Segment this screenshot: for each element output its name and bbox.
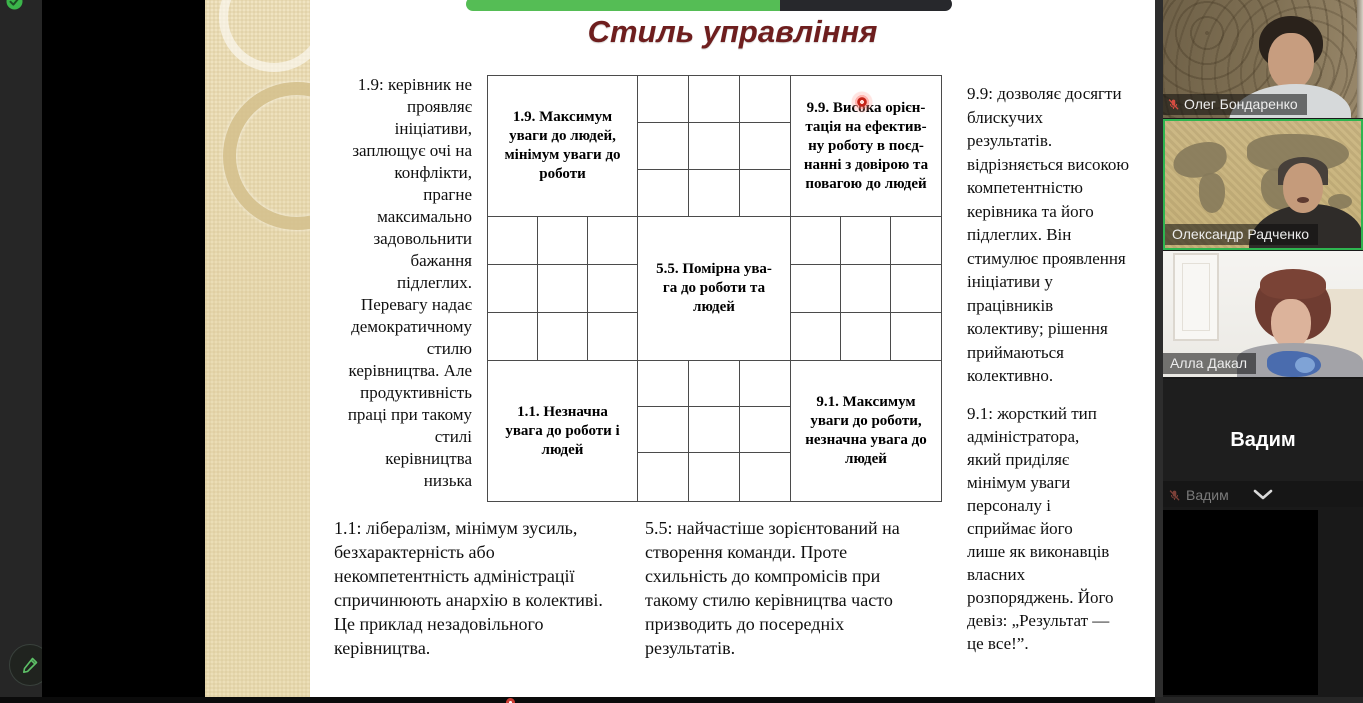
grid-cell [638,361,688,406]
decorative-ring [219,0,310,72]
bottom-toolbar-edge [0,697,1155,703]
video-tile-oleg[interactable]: Олег Бондаренко [1163,0,1363,118]
screen-share-letterbox [42,0,205,697]
note-1-9: 1.9: керівник не проявляє ініціативи, за… [347,75,472,490]
participant-name: Олександр Радченко [1172,226,1310,242]
decorative-ring [223,82,310,230]
name-label: Олег Бондаренко [1163,94,1307,115]
name-label: Алла Дакал [1163,353,1257,374]
grid-cell-1-9: 1.9. Максимум уваги до людей, мінімум ув… [488,76,637,216]
left-sidebar [0,0,51,697]
grid-cell-9-9: 9.9. Висока орієн- тація на ефектив- ну … [791,76,941,216]
managerial-grid: 1.9. Максимум уваги до людей, мінімум ув… [487,75,942,502]
participant-name: Алла Дакал [1170,355,1248,371]
note-9-9: 9.9: дозволяє досягти блискучих результа… [967,84,1130,385]
grid-cell [638,170,688,216]
chevron-down-icon[interactable] [1246,485,1280,505]
grid-cell-5-5: 5.5. Помірна ува- га до роботи та людей [638,217,790,360]
slide-decorative-strip [205,0,310,697]
grid-cell-9-1: 9.1. Максимум уваги до роботи, незначна … [791,361,941,501]
laser-pointer-dot [851,91,873,113]
name-label: Олександр Радченко [1165,224,1319,245]
grid-cell [689,407,739,452]
grid-cell [891,313,941,360]
grid-cell [740,76,790,122]
map-shape [1199,173,1225,213]
participant-figure [1260,269,1326,299]
grid-cell [689,453,739,501]
tile-bottom-bar [1163,481,1363,507]
grid-cell [588,265,637,312]
grid-cell [689,361,739,406]
grid-cell [740,453,790,501]
grid-cell [841,265,890,312]
record-indicator-icon[interactable] [506,698,515,703]
grid-cell [638,76,688,122]
participant-name: Вадим [1186,487,1229,503]
shield-check-icon[interactable] [6,0,23,10]
grid-cell [740,361,790,406]
participant-figure [1297,197,1309,203]
grid-cell [488,265,537,312]
grid-cell [638,407,688,452]
participant-figure [1283,163,1323,213]
grid-cell [538,265,587,312]
grid-cell [791,313,840,360]
grid-cell [740,407,790,452]
grid-cell [891,217,941,264]
participant-figure [1271,299,1311,349]
video-tile-alla[interactable]: Алла Дакал [1163,251,1363,377]
panel-divider [1155,0,1163,703]
participants-panel: Олег Бондаренко Олександр Радченко [1163,0,1363,697]
grid-cell [891,265,941,312]
grid-cell [638,123,688,169]
grid-cell [689,123,739,169]
name-label: Вадим [1168,487,1229,503]
muted-mic-icon [1168,98,1179,110]
note-9-1: 9.1: жорсткий тип адміністратора, який п… [967,404,1114,653]
grid-cell [538,313,587,360]
participant-name: Олег Бондаренко [1184,96,1298,112]
muted-mic-icon [1169,489,1180,501]
note-5-5: 5.5: найчастіше зорієнтований на створен… [645,518,900,658]
grid-cell [588,217,637,264]
grid-cell-1-1: 1.1. Незначна увага до роботи і людей [488,361,637,501]
participant-name-center: Вадим [1230,429,1296,451]
shared-slide: Стиль управління 1.9: керівник не проявл… [205,0,1155,697]
video-tile-oleksandr[interactable]: Олександр Радченко [1163,119,1363,250]
door [1173,253,1219,341]
empty-video-area [1163,510,1318,695]
grid-cell [740,123,790,169]
grid-cell [538,217,587,264]
grid-cell [841,217,890,264]
grid-cell [488,313,537,360]
grid-cell [689,76,739,122]
progress-bar-remaining [780,0,952,11]
progress-bar-filled [466,0,780,11]
bottom-panel-edge [1155,697,1363,703]
participant-figure [1268,33,1314,90]
grid-cell [588,313,637,360]
grid-cell [791,265,840,312]
slide-title: Стиль управління [587,14,878,49]
grid-cell [488,217,537,264]
pencil-icon [23,657,38,673]
grid-cell [740,170,790,216]
map-shape [1328,194,1352,209]
note-1-1: 1.1: лібералізм, мінімум зусиль, безхара… [334,518,603,658]
participant-figure [1295,357,1315,373]
presentation-progress-bar [466,0,952,11]
grid-cell [638,453,688,501]
grid-cell [689,170,739,216]
grid-cell [791,217,840,264]
grid-cell [841,313,890,360]
window-frame [1357,0,1363,118]
video-tile-vadym[interactable]: Вадим Вадим [1163,379,1363,507]
